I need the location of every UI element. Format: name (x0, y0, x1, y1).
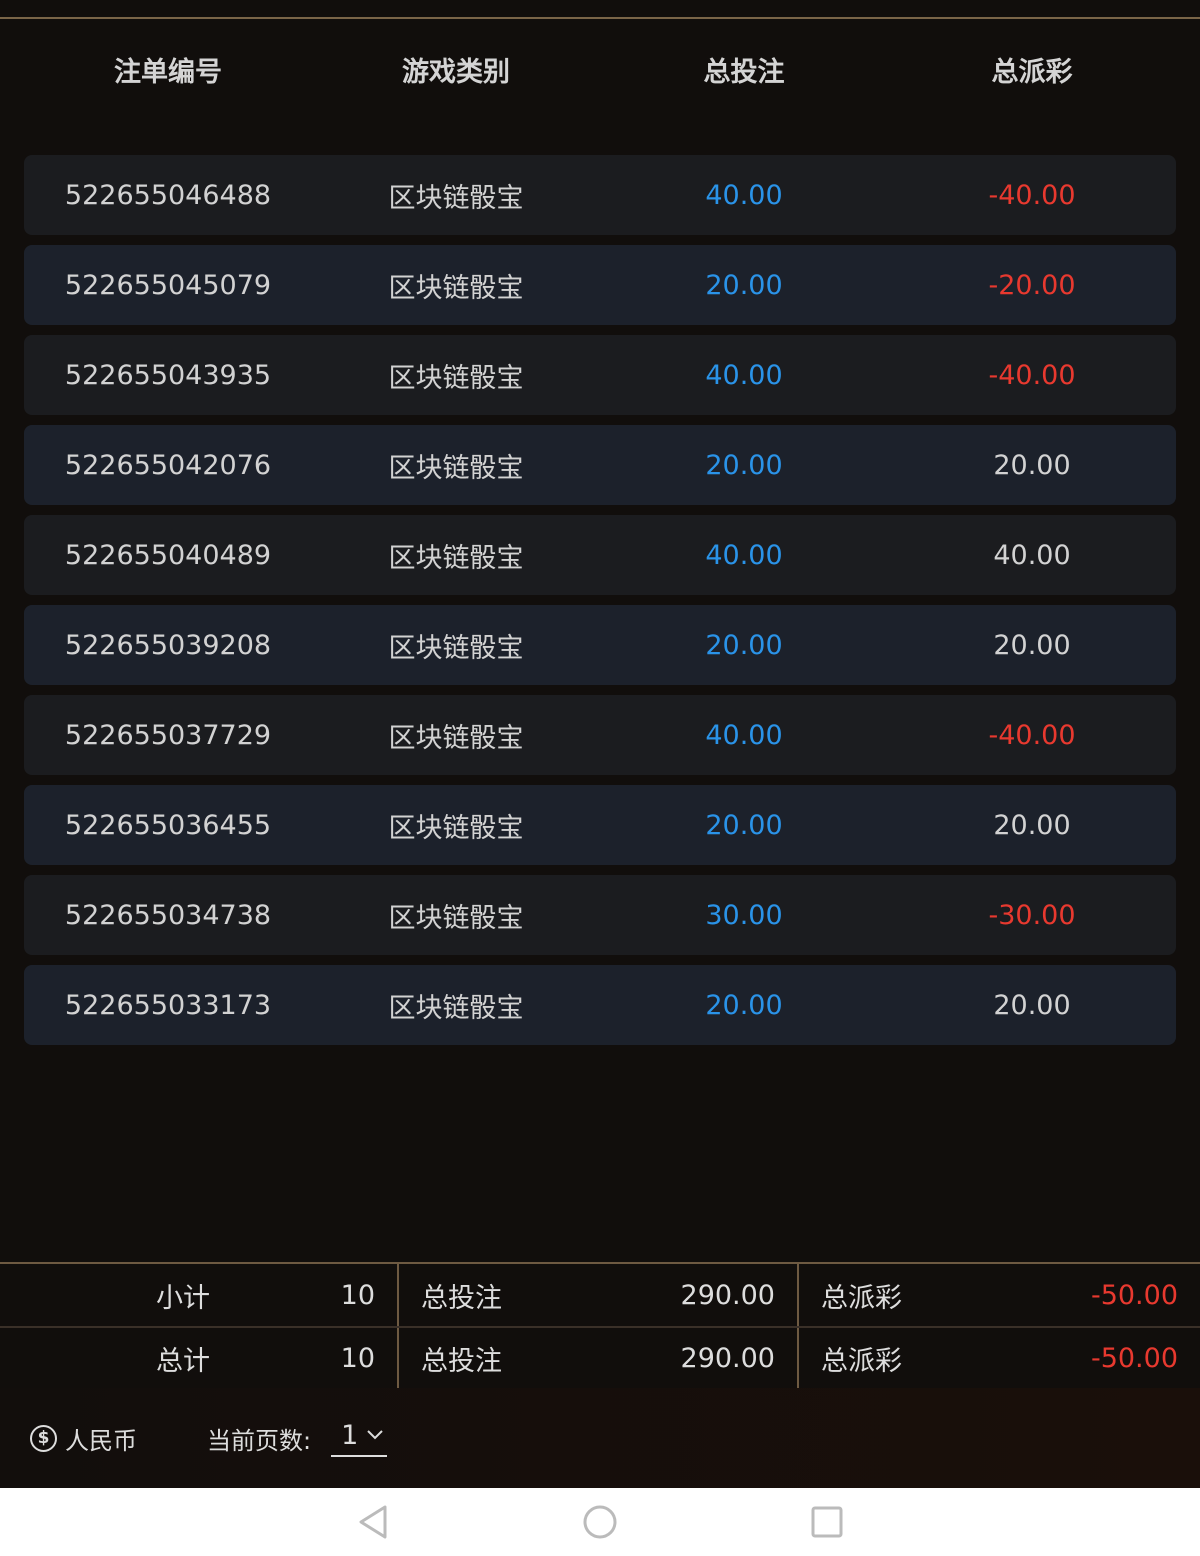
top-divider (0, 17, 1200, 19)
order-id: 522655040489 (64, 539, 272, 571)
game-type: 区块链骰宝 (388, 722, 524, 754)
chevron-down-icon (367, 1430, 383, 1440)
total-bet: 20.00 (705, 989, 783, 1021)
table-row[interactable]: 522655033173 区块链骰宝 20.00 20.00 (24, 965, 1176, 1045)
header-total-payout: 总派彩 (991, 57, 1073, 88)
bet-records-list: 522655046488 区块链骰宝 40.00 -40.00 522655045… (24, 155, 1176, 1055)
subtotal-bet: 290.00 (680, 1279, 775, 1311)
table-row[interactable]: 522655039208 区块链骰宝 20.00 20.00 (24, 605, 1176, 685)
total-bet-label: 总投注 (421, 1345, 502, 1377)
table-row[interactable]: 522655040489 区块链骰宝 40.00 40.00 (24, 515, 1176, 595)
total-row: 总计 10 总投注 290.00 总派彩 -50.00 (0, 1326, 1200, 1388)
currency-label[interactable]: 人民币 (65, 1426, 137, 1455)
recents-icon[interactable] (811, 1506, 843, 1538)
order-id: 522655033173 (64, 989, 272, 1021)
total-bet: 20.00 (705, 269, 783, 301)
total-payout: -50.00 (1090, 1342, 1178, 1374)
table-row[interactable]: 522655042076 区块链骰宝 20.00 20.00 (24, 425, 1176, 505)
back-icon[interactable] (357, 1504, 389, 1540)
currency-coin-icon: $ (30, 1424, 57, 1452)
total-payout: 20.00 (993, 629, 1071, 661)
total-bet: 20.00 (705, 809, 783, 841)
order-id: 522655039208 (64, 629, 272, 661)
header-order-id: 注单编号 (114, 57, 222, 88)
game-type: 区块链骰宝 (388, 272, 524, 304)
table-row[interactable]: 522655037729 区块链骰宝 40.00 -40.00 (24, 695, 1176, 775)
subtotal-payout-label: 总派彩 (821, 1282, 902, 1314)
subtotal-count: 10 (340, 1279, 375, 1311)
header-game-type: 游戏类别 (402, 57, 510, 88)
table-row[interactable]: 522655036455 区块链骰宝 20.00 20.00 (24, 785, 1176, 865)
total-label: 总计 (156, 1345, 210, 1377)
table-row[interactable]: 522655034738 区块链骰宝 30.00 -30.00 (24, 875, 1176, 955)
total-payout: 40.00 (993, 539, 1071, 571)
table-row[interactable]: 522655043935 区块链骰宝 40.00 -40.00 (24, 335, 1176, 415)
table-row[interactable]: 522655046488 区块链骰宝 40.00 -40.00 (24, 155, 1176, 235)
total-payout: -20.00 (988, 269, 1076, 301)
subtotal-payout: -50.00 (1090, 1279, 1178, 1311)
total-payout: -40.00 (988, 179, 1076, 211)
subtotal-bet-label: 总投注 (421, 1282, 502, 1314)
page-select[interactable]: 1 (331, 1419, 388, 1457)
header-total-bet: 总投注 (703, 57, 785, 88)
total-bet: 40.00 (705, 719, 783, 751)
order-id: 522655042076 (64, 449, 272, 481)
order-id: 522655036455 (64, 809, 272, 841)
game-type: 区块链骰宝 (388, 182, 524, 214)
order-id: 522655043935 (64, 359, 272, 391)
total-payout: -30.00 (988, 899, 1076, 931)
total-payout: -40.00 (988, 359, 1076, 391)
total-payout: -40.00 (988, 719, 1076, 751)
total-bet: 40.00 (705, 179, 783, 211)
order-id: 522655037729 (64, 719, 272, 751)
total-payout: 20.00 (993, 809, 1071, 841)
game-type: 区块链骰宝 (388, 632, 524, 664)
order-id: 522655046488 (64, 179, 272, 211)
total-bet: 20.00 (705, 449, 783, 481)
subtotal-label: 小计 (156, 1282, 210, 1314)
game-type: 区块链骰宝 (388, 452, 524, 484)
footer-bar: $ 人民币 当前页数: 1 (0, 1388, 1200, 1488)
page-value: 1 (341, 1419, 359, 1451)
game-type: 区块链骰宝 (388, 992, 524, 1024)
total-bet: 40.00 (705, 359, 783, 391)
total-bet: 30.00 (705, 899, 783, 931)
order-id: 522655045079 (64, 269, 272, 301)
total-count: 10 (340, 1342, 375, 1374)
current-page-label: 当前页数: (207, 1426, 312, 1455)
game-type: 区块链骰宝 (388, 362, 524, 394)
game-type: 区块链骰宝 (388, 812, 524, 844)
summary-table: 小计 10 总投注 290.00 总派彩 -50.00 总计 10 总投注 290.00 … (0, 1262, 1200, 1390)
home-icon[interactable] (582, 1504, 618, 1540)
game-type: 区块链骰宝 (388, 542, 524, 574)
total-bet: 20.00 (705, 629, 783, 661)
table-header: 注单编号 游戏类别 总投注 总派彩 (24, 50, 1176, 89)
total-bet: 40.00 (705, 539, 783, 571)
table-row[interactable]: 522655045079 区块链骰宝 20.00 -20.00 (24, 245, 1176, 325)
total-payout: 20.00 (993, 989, 1071, 1021)
game-type: 区块链骰宝 (388, 902, 524, 934)
total-bet: 290.00 (680, 1342, 775, 1374)
system-nav-bar (0, 1488, 1200, 1556)
total-payout-label: 总派彩 (821, 1345, 902, 1377)
order-id: 522655034738 (64, 899, 272, 931)
subtotal-row: 小计 10 总投注 290.00 总派彩 -50.00 (0, 1264, 1200, 1326)
total-payout: 20.00 (993, 449, 1071, 481)
